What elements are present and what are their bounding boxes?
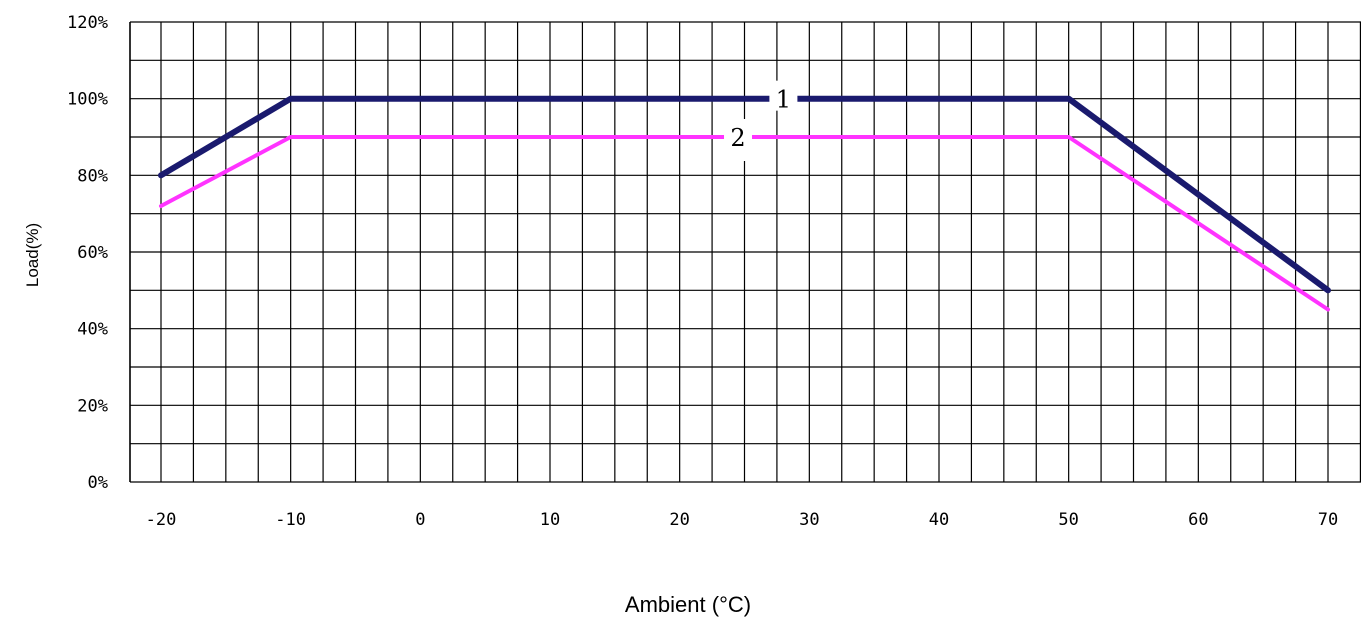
x-axis-title: Ambient (°C): [625, 592, 751, 617]
series-label-background: [769, 80, 798, 111]
x-tick-label: 10: [540, 510, 560, 530]
series-line-1: [158, 95, 1331, 294]
y-tick-label: 120%: [67, 13, 108, 33]
x-tick-label: 60: [1188, 510, 1208, 530]
series-label-1: 1: [776, 86, 791, 114]
x-tick-label: -10: [275, 510, 306, 530]
y-tick-label: 20%: [77, 396, 108, 416]
y-tick-label: 100%: [67, 90, 108, 110]
series-line-2: [159, 135, 1330, 312]
chart-grid: [129, 21, 1361, 483]
x-axis-ticks: -20 -10 0 10 20 30 40 50 60 70: [146, 510, 1339, 530]
x-tick-label: -20: [146, 510, 177, 530]
y-axis-ticks: 0% 20% 40% 60% 80% 100% 120%: [67, 13, 108, 493]
x-tick-label: 30: [799, 510, 819, 530]
x-tick-label: 70: [1318, 510, 1338, 530]
series-label-background: [724, 119, 753, 161]
y-tick-label: 60%: [77, 243, 108, 263]
x-tick-label: 0: [415, 510, 425, 530]
y-tick-label: 0%: [88, 473, 108, 493]
y-tick-label: 80%: [77, 166, 108, 186]
y-tick-label: 40%: [77, 320, 108, 340]
y-axis-title: Load(%): [23, 223, 42, 287]
series-label-2: 2: [730, 124, 745, 152]
x-tick-label: 20: [669, 510, 689, 530]
x-tick-label: 40: [929, 510, 949, 530]
chart-series: 12: [158, 80, 1331, 312]
x-tick-label: 50: [1058, 510, 1078, 530]
